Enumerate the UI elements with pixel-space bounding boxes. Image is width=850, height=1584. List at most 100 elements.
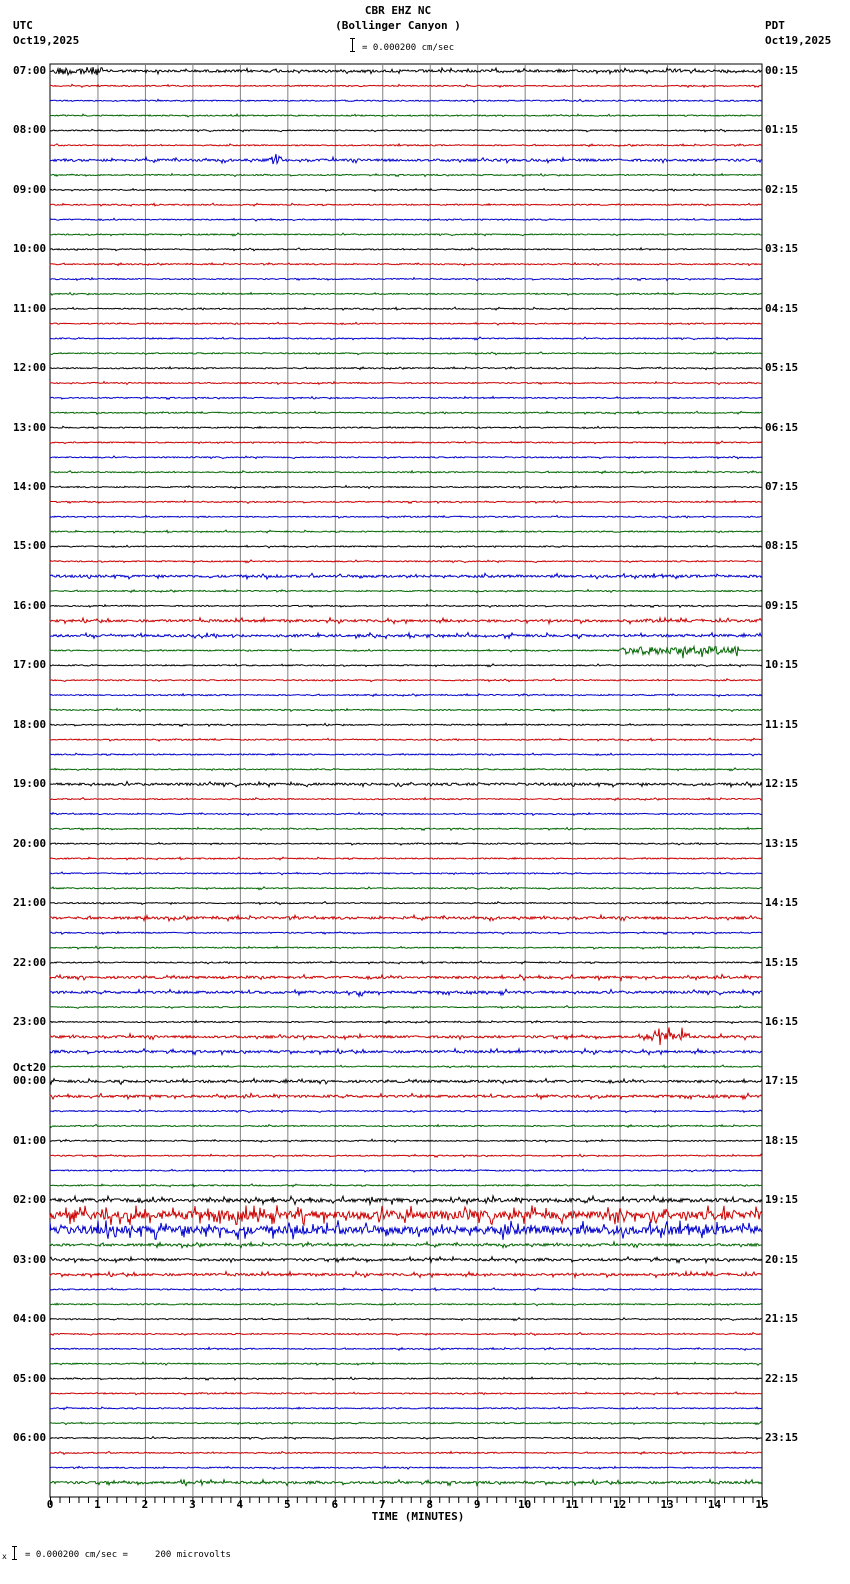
- pdt-hour-label: 18:15: [765, 1133, 799, 1147]
- seismic-trace: [49, 499, 763, 505]
- seismic-trace: [49, 973, 763, 983]
- seismic-trace: [49, 678, 763, 683]
- seismic-trace: [49, 1239, 763, 1250]
- utc-hour-label: 17:00: [13, 658, 47, 672]
- x-tick-label: 11: [565, 1498, 579, 1511]
- footer-scale-text: = 0.000200 cm/sec = 200 microvolts: [25, 1550, 231, 1560]
- pdt-hour-label: 07:15: [765, 480, 799, 494]
- seismic-trace: [49, 707, 763, 713]
- seismic-trace: [49, 232, 763, 237]
- x-tick-label: 7: [378, 1498, 386, 1511]
- station-title: CBR EHZ NC: [364, 4, 432, 17]
- seismic-trace: [49, 321, 763, 326]
- seismic-trace: [49, 945, 763, 950]
- seismic-trace: [50, 142, 763, 148]
- seismic-trace: [49, 351, 763, 356]
- seismic-trace: [49, 603, 763, 609]
- footer-scale-bar-cap-bottom: [12, 1559, 17, 1560]
- scale-bar-cap-bottom: [350, 51, 355, 52]
- scale-bar-icon: [352, 38, 353, 52]
- utc-hour-label: 08:00: [13, 123, 47, 137]
- pdt-hour-label: 16:15: [765, 1014, 799, 1028]
- seismic-trace: [49, 261, 763, 267]
- x-tick-label: 13: [660, 1498, 674, 1511]
- pdt-hour-label: 05:15: [765, 361, 799, 375]
- seismic-trace: [49, 187, 763, 193]
- utc-hour-label: 22:00: [13, 955, 47, 969]
- date-change-label: Oct20: [13, 1061, 47, 1075]
- pdt-hour-label: 06:15: [765, 420, 799, 434]
- seismic-trace: [49, 1183, 763, 1188]
- utc-hour-label: 06:00: [13, 1431, 47, 1444]
- utc-hour-label: 15:00: [13, 539, 47, 553]
- seismic-trace: [49, 886, 763, 891]
- x-tick-label: 8: [426, 1498, 434, 1511]
- utc-hour-label: 03:00: [13, 1252, 47, 1266]
- seismic-trace: [49, 514, 763, 520]
- seismic-trace: [49, 66, 763, 77]
- utc-hour-label: 07:00: [13, 64, 47, 77]
- seismic-trace: [49, 1287, 763, 1292]
- utc-hour-label: 18:00: [13, 717, 47, 731]
- seismic-trace: [49, 1406, 763, 1411]
- seismic-trace: [49, 1004, 763, 1010]
- pdt-hour-label: 08:15: [765, 539, 799, 553]
- utc-hour-label: 05:00: [13, 1371, 47, 1385]
- seismic-trace: [49, 644, 763, 659]
- pdt-hour-label: 15:15: [765, 955, 799, 969]
- seismic-trace: [49, 913, 763, 923]
- seismic-trace: [49, 1420, 763, 1426]
- seismic-trace: [50, 588, 763, 594]
- seismic-trace: [49, 1331, 763, 1337]
- utc-hour-label: 04:00: [13, 1312, 47, 1326]
- seismic-trace: [49, 1077, 763, 1086]
- seismic-trace: [49, 291, 763, 297]
- seismic-trace: [49, 631, 763, 640]
- seismic-trace: [49, 811, 763, 817]
- footer-scale-prefix: x: [2, 1552, 7, 1561]
- seismic-trace: [49, 529, 763, 534]
- utc-hour-label: 00:00: [13, 1074, 47, 1088]
- seismic-trace: [49, 113, 763, 118]
- seismic-trace: [49, 871, 762, 876]
- seismic-trace: [49, 1376, 763, 1381]
- x-axis-label: TIME (MINUTES): [371, 1510, 465, 1523]
- pdt-hour-label: 12:15: [765, 777, 799, 791]
- seismic-trace: [49, 1027, 763, 1046]
- seismic-trace: [49, 1435, 763, 1441]
- seismic-trace: [49, 1153, 763, 1158]
- pdt-hour-label: 03:15: [765, 242, 799, 256]
- seismic-trace: [49, 1108, 763, 1114]
- seismic-trace: [49, 559, 762, 564]
- utc-hour-label: 01:00: [13, 1133, 47, 1147]
- pdt-hour-label: 21:15: [765, 1312, 799, 1326]
- seismic-trace: [49, 1346, 763, 1352]
- x-tick-label: 4: [236, 1498, 244, 1511]
- seismic-trace: [49, 469, 763, 475]
- x-tick-label: 14: [707, 1498, 722, 1511]
- seismic-trace: [49, 988, 763, 999]
- seismic-trace: [49, 767, 763, 772]
- utc-hour-label: 19:00: [13, 777, 47, 791]
- seismic-trace: [49, 780, 763, 789]
- pdt-hour-label: 00:15: [765, 64, 799, 77]
- seismic-trace: [49, 380, 763, 386]
- seismic-trace: [49, 484, 763, 490]
- seismic-trace: [49, 153, 763, 166]
- seismic-trace: [49, 796, 763, 802]
- seismic-trace: [49, 336, 763, 341]
- footer-scale-bar-icon: [14, 1546, 15, 1560]
- utc-hour-label: 23:00: [13, 1014, 47, 1028]
- seismic-trace: [49, 1123, 763, 1129]
- footer-scale-bar-cap-top: [12, 1546, 17, 1547]
- seismic-trace: [49, 826, 763, 832]
- seismic-trace: [49, 960, 763, 965]
- seismic-trace: [49, 1361, 763, 1366]
- seismic-trace: [49, 1465, 763, 1470]
- pdt-hour-label: 20:15: [765, 1252, 799, 1266]
- seismic-trace: [49, 1168, 763, 1173]
- seismic-trace: [49, 1091, 763, 1101]
- seismic-trace: [49, 572, 763, 581]
- pdt-hour-label: 09:15: [765, 598, 799, 612]
- pdt-hour-label: 17:15: [765, 1074, 799, 1088]
